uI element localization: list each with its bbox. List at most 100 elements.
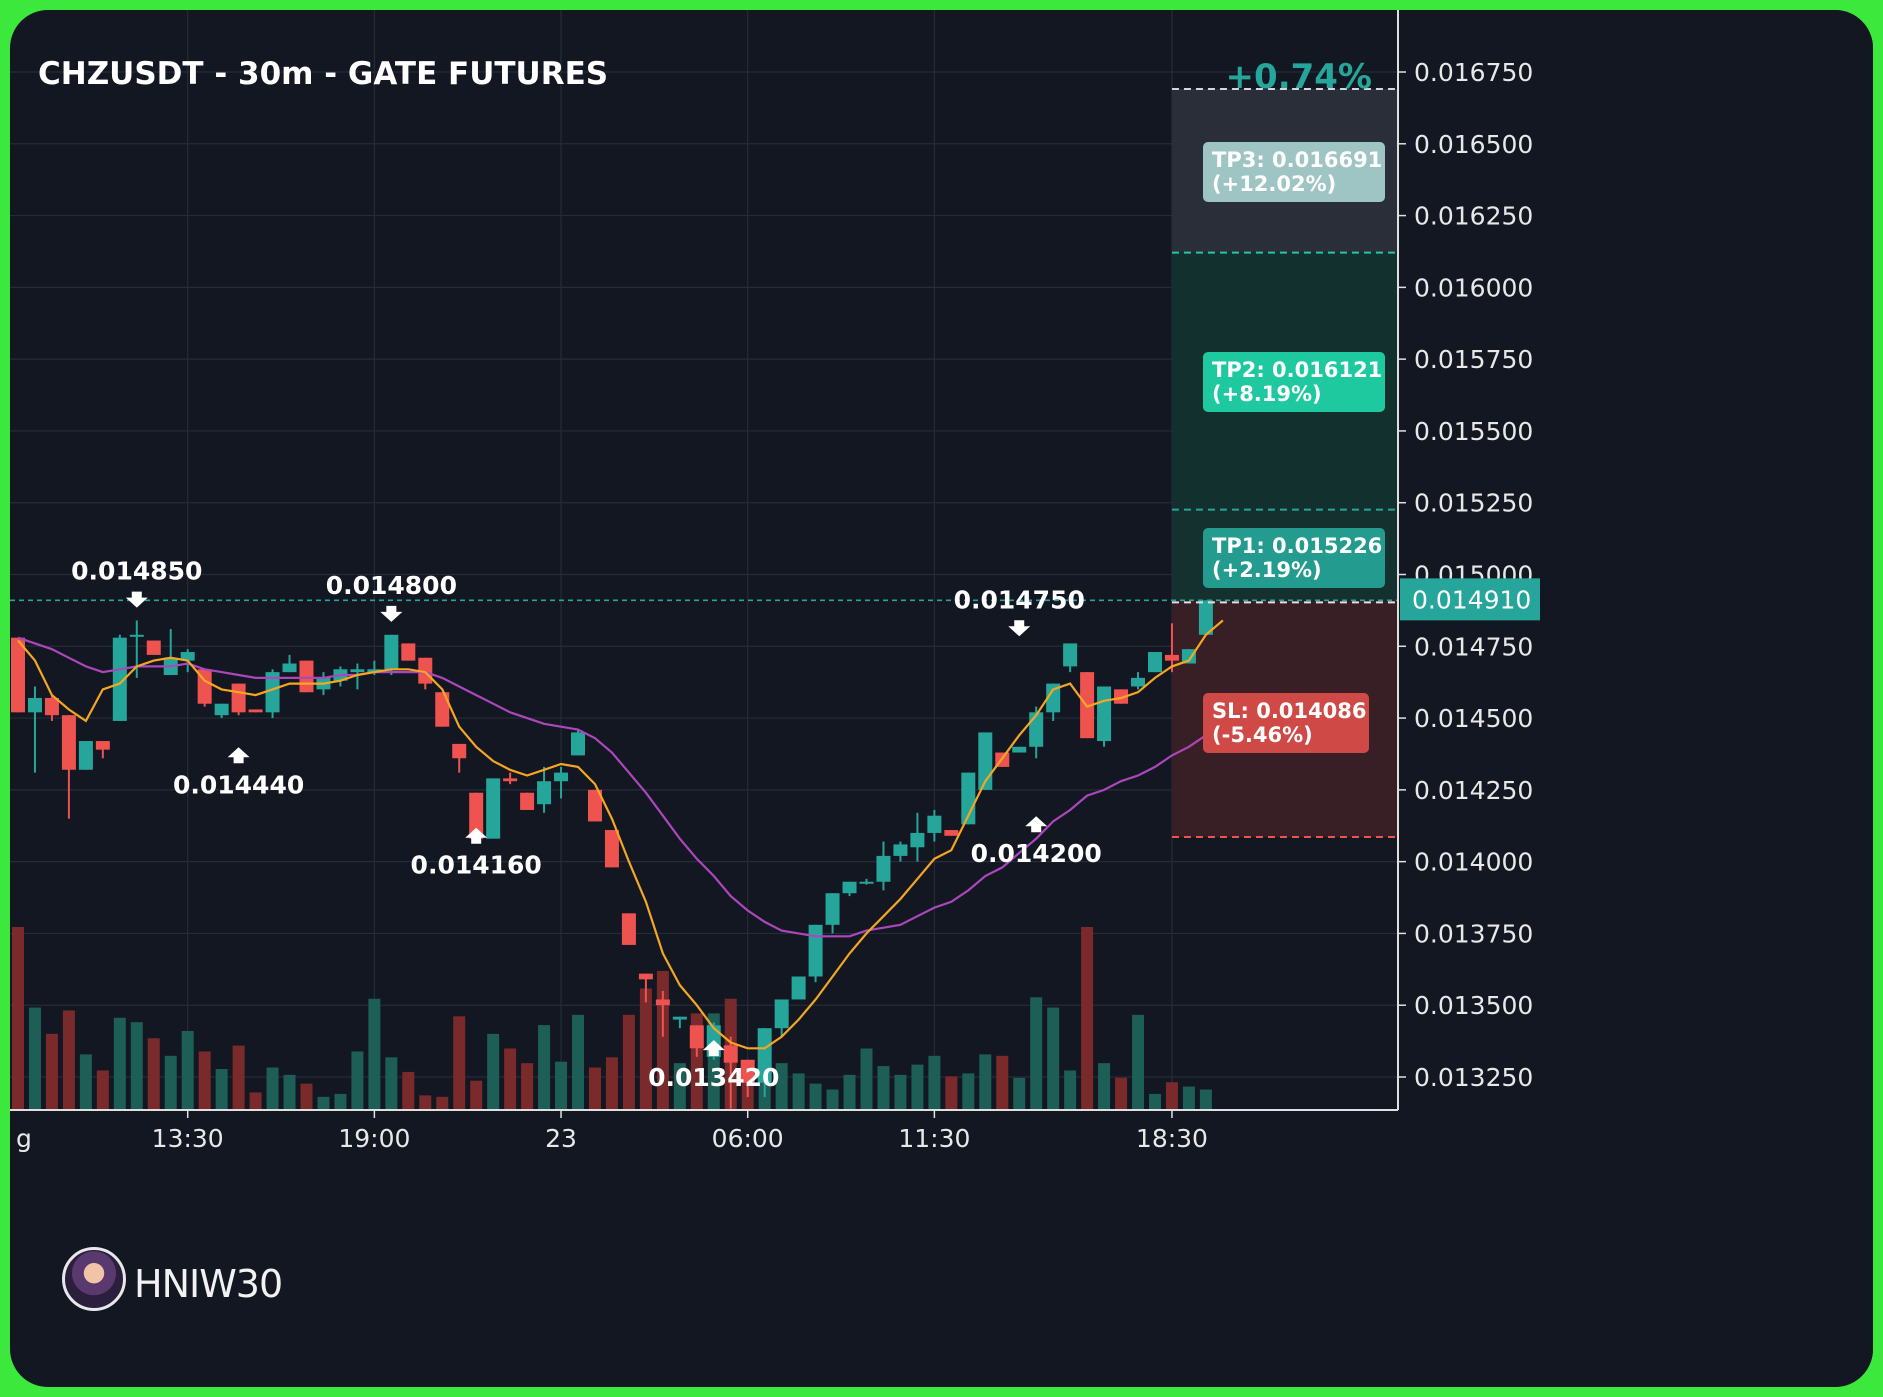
y-tick-label: 0.013250 bbox=[1414, 1063, 1533, 1092]
candle-body bbox=[350, 669, 365, 673]
candle-body bbox=[435, 692, 450, 727]
candle-body bbox=[231, 683, 246, 713]
volume-bar bbox=[1199, 1089, 1212, 1110]
volume-bar bbox=[12, 927, 24, 1110]
axis-background bbox=[1398, 10, 1873, 1387]
current-price-label: 0.014910 bbox=[1412, 585, 1531, 614]
volume-bar bbox=[588, 1067, 601, 1110]
volume-bar bbox=[300, 1083, 313, 1110]
volume-bar bbox=[147, 1038, 160, 1110]
volume-bar bbox=[164, 1055, 177, 1110]
chart-title: CHZUSDT - 30m - GATE FUTURES bbox=[38, 56, 608, 92]
annotation-label: 0.014440 bbox=[173, 770, 304, 799]
y-tick-label: 0.016750 bbox=[1414, 58, 1533, 87]
arrow-up-icon bbox=[702, 1040, 725, 1057]
arrow-up-icon bbox=[227, 747, 250, 764]
candle-body bbox=[503, 778, 518, 782]
tp2-badge-pct: (+8.19%) bbox=[1212, 382, 1322, 406]
volume-bar bbox=[1047, 1007, 1060, 1110]
tp3-badge-label: TP3: 0.016691 bbox=[1212, 148, 1382, 172]
candle-body bbox=[1181, 649, 1196, 664]
candle-body bbox=[808, 924, 823, 977]
volume-bars bbox=[12, 927, 1212, 1110]
tp3-badge bbox=[1203, 142, 1385, 202]
y-tick-label: 0.014750 bbox=[1414, 632, 1533, 661]
volume-bar bbox=[385, 1057, 398, 1110]
volume-bar bbox=[249, 1092, 262, 1110]
volume-bar bbox=[521, 1063, 534, 1110]
volume-bar bbox=[283, 1074, 296, 1110]
volume-bar bbox=[28, 1007, 41, 1110]
candle-body bbox=[27, 697, 42, 713]
volume-bar bbox=[1030, 997, 1043, 1110]
volume-bar bbox=[538, 1025, 551, 1110]
x-tick-label: 18:30 bbox=[1136, 1124, 1208, 1153]
candle-body bbox=[961, 772, 976, 825]
candle-body bbox=[1147, 652, 1162, 673]
candle-body bbox=[689, 1025, 704, 1049]
arrow-down-icon bbox=[125, 591, 148, 608]
y-tick-label: 0.014500 bbox=[1414, 704, 1533, 733]
candle-body bbox=[44, 697, 59, 716]
candle-body bbox=[78, 741, 93, 770]
change-percent: +0.74% bbox=[1226, 57, 1372, 97]
grid bbox=[10, 10, 1397, 1110]
candle-body bbox=[282, 663, 297, 673]
candle-body bbox=[214, 703, 229, 716]
volume-bar bbox=[928, 1055, 941, 1110]
price-annotations: 0.014850 0.014440 0.014800 0.014160 0.013420… bbox=[71, 557, 1102, 1093]
candle-body bbox=[1029, 712, 1044, 747]
x-tick-label: 06:00 bbox=[712, 1124, 784, 1153]
tp2-badge-label: TP2: 0.016121 bbox=[1212, 358, 1382, 382]
candle-body bbox=[520, 792, 535, 810]
sl-badge bbox=[1203, 693, 1369, 753]
volume-bar bbox=[419, 1095, 432, 1110]
volume-bar bbox=[1081, 927, 1094, 1110]
candle-body bbox=[1131, 677, 1146, 687]
ema-fast-line bbox=[17, 619, 1224, 1050]
volume-bar bbox=[368, 998, 381, 1110]
volume-bar bbox=[622, 1014, 635, 1110]
volume-bar bbox=[843, 1074, 856, 1110]
candle-body bbox=[774, 999, 789, 1029]
candle-body bbox=[367, 669, 382, 673]
tp3-badge-pct: (+12.02%) bbox=[1212, 172, 1336, 196]
x-tick-label: 11:30 bbox=[898, 1124, 970, 1153]
y-tick-label: 0.016000 bbox=[1414, 273, 1533, 302]
chart-frame: 0.014850 0.014440 0.014800 0.014160 0.013420… bbox=[10, 10, 1873, 1387]
candle-body bbox=[486, 778, 501, 839]
candle-body bbox=[1114, 689, 1129, 704]
volume-bar bbox=[96, 1070, 109, 1110]
annotation-label: 0.014200 bbox=[971, 839, 1102, 868]
sl-badge-label: SL: 0.014086 bbox=[1212, 699, 1366, 723]
candle-body bbox=[791, 976, 806, 1000]
candle-body bbox=[146, 640, 161, 655]
volume-bar bbox=[860, 1048, 873, 1110]
candle-body bbox=[944, 830, 959, 836]
candle-body bbox=[1097, 686, 1112, 742]
current-price-badge bbox=[1400, 578, 1540, 621]
candle-body bbox=[859, 881, 874, 884]
y-tick-label: 0.016500 bbox=[1414, 130, 1533, 159]
tp1-badge-label: TP1: 0.015226 bbox=[1212, 534, 1382, 558]
candle-body bbox=[95, 741, 110, 750]
volume-bar bbox=[1098, 1063, 1111, 1110]
volume-bar bbox=[1182, 1086, 1195, 1110]
watermark-name: HNIW30 bbox=[134, 1262, 283, 1306]
candle-body bbox=[452, 743, 467, 759]
candle-body bbox=[1046, 683, 1061, 713]
candle-body bbox=[1164, 654, 1179, 661]
volume-bar bbox=[792, 1073, 805, 1110]
volume-bar bbox=[317, 1096, 330, 1110]
volume-bar bbox=[945, 1076, 958, 1110]
tp1-badge-pct: (+2.19%) bbox=[1212, 558, 1322, 582]
candle-body bbox=[876, 855, 891, 882]
volume-bar bbox=[809, 1083, 822, 1110]
arrow-down-icon bbox=[380, 605, 403, 622]
volume-bar bbox=[962, 1073, 975, 1110]
candlestick-chart[interactable]: 0.014850 0.014440 0.014800 0.014160 0.013420… bbox=[10, 10, 1873, 1387]
volume-bar bbox=[1165, 1082, 1178, 1110]
volume-bar bbox=[639, 988, 652, 1110]
volume-bar bbox=[470, 1080, 483, 1110]
tp2-badge bbox=[1203, 352, 1385, 412]
